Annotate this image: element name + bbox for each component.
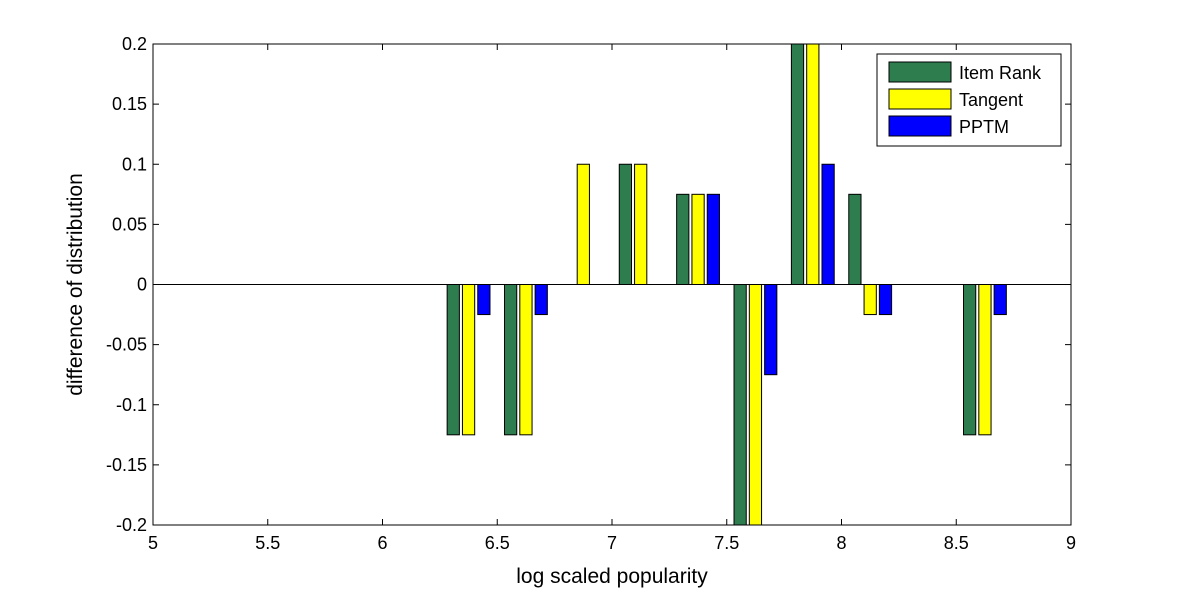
x-tick-label: 6.5 — [485, 533, 510, 553]
bar-item-rank-3 — [618, 163, 633, 285]
bar-item-rank-6 — [790, 43, 805, 285]
y-tick-label: 0.15 — [112, 94, 147, 114]
x-tick-label: 8 — [836, 533, 846, 553]
x-tick-label: 7.5 — [714, 533, 739, 553]
bar-tangent-5 — [748, 284, 763, 526]
x-tick-label: 9 — [1066, 533, 1076, 553]
y-tick-label: -0.15 — [106, 455, 147, 475]
legend-swatch-item-rank — [888, 61, 952, 83]
bar-item-rank-1 — [504, 284, 518, 436]
legend-label-tangent: Tangent — [959, 90, 1023, 110]
bar-pptm-5 — [764, 284, 778, 376]
legend-label-item-rank: Item Rank — [959, 63, 1042, 83]
bar-pptm-8 — [993, 284, 1007, 316]
y-tick-label: 0.05 — [112, 214, 147, 234]
bar-tangent-7 — [863, 284, 877, 316]
bar-item-rank-7 — [848, 193, 862, 285]
x-tick-label: 8.5 — [944, 533, 969, 553]
bar-item-rank-0 — [446, 284, 460, 436]
legend-swatch-tangent — [888, 88, 952, 110]
x-tick-label: 5 — [148, 533, 158, 553]
bar-pptm-6 — [821, 163, 835, 285]
y-tick-label: -0.2 — [116, 515, 147, 535]
y-tick-label: -0.1 — [116, 395, 147, 415]
bar-tangent-6 — [806, 43, 820, 285]
legend-label-pptm: PPTM — [959, 117, 1009, 137]
bar-item-rank-5 — [733, 284, 747, 526]
bar-tangent-1 — [519, 284, 533, 436]
y-axis-label: difference of distribution — [64, 173, 87, 396]
x-tick-label: 6 — [377, 533, 387, 553]
y-tick-label: 0.2 — [122, 34, 147, 54]
bar-tangent-0 — [461, 284, 476, 436]
bar-item-rank-8 — [963, 284, 977, 436]
bar-tangent-3 — [634, 163, 648, 285]
legend-swatch-pptm — [888, 115, 952, 137]
bar-pptm-1 — [534, 284, 548, 316]
x-tick-label: 7 — [607, 533, 617, 553]
bar-item-rank-4 — [676, 193, 690, 285]
bar-pptm-0 — [477, 284, 491, 316]
legend: Item Rank Tangent PPTM — [876, 53, 1062, 147]
bar-tangent-2 — [576, 163, 590, 285]
y-tick-label: 0 — [137, 275, 147, 295]
bar-pptm-4 — [706, 193, 720, 285]
x-tick-label: 5.5 — [255, 533, 280, 553]
y-tick-label: 0.1 — [122, 154, 147, 174]
bar-tangent-4 — [691, 193, 705, 285]
bar-pptm-7 — [878, 284, 893, 316]
y-tick-label: -0.05 — [106, 335, 147, 355]
x-axis-label: log scaled popularity — [516, 565, 708, 588]
y-axis-ticks: 0.2 0.15 0.1 0.05 0 -0.05 -0.1 -0.15 -0.2 — [106, 34, 1071, 535]
x-axis-ticks: 5 5.5 6 6.5 7 7.5 8 8.5 9 — [148, 44, 1076, 553]
bar-tangent-8 — [978, 284, 992, 436]
